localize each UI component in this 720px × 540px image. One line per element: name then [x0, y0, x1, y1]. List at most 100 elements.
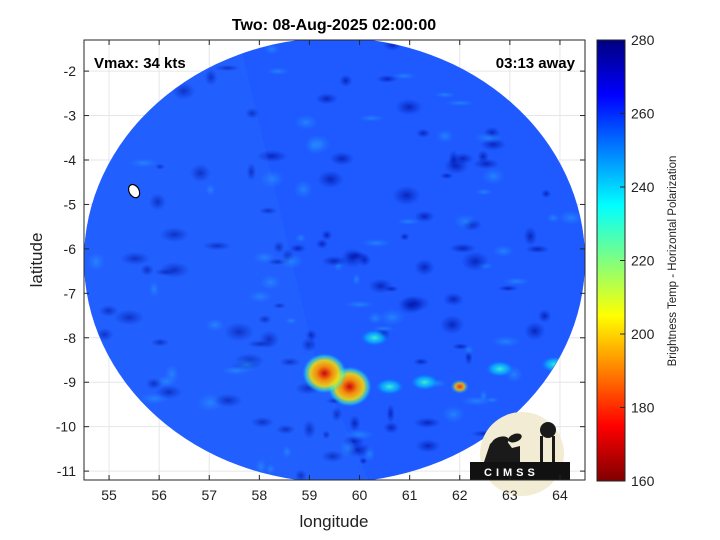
warm-texture — [295, 233, 307, 243]
cold-cloud-texture — [321, 229, 333, 241]
feature-outer-band — [485, 360, 514, 377]
cimss-logo: CIMSS — [470, 412, 570, 496]
swath-seam — [84, 40, 375, 480]
warm-texture — [453, 213, 478, 230]
colorbar-tick-label: 240 — [631, 179, 655, 195]
cold-cloud-texture — [294, 469, 307, 480]
cold-cloud-texture — [383, 421, 399, 434]
cold-cloud-texture — [150, 338, 170, 347]
colorbar-ticks: 160 180 200 220 240 260 280 — [620, 32, 655, 489]
warm-texture — [490, 335, 522, 348]
warm-texture — [391, 72, 417, 80]
warm-texture — [284, 317, 298, 325]
warm-texture — [248, 290, 273, 303]
warm-texture — [557, 210, 584, 226]
warm-texture — [343, 300, 376, 309]
warm-texture — [352, 273, 361, 286]
warm-texture — [265, 463, 276, 475]
warm-texture — [255, 458, 267, 475]
cold-cloud-texture — [321, 430, 331, 440]
feature-warm-core-secondary — [302, 353, 347, 394]
cold-cloud-texture — [321, 255, 347, 267]
warm-texture — [502, 277, 531, 286]
colorbar-tick-label: 220 — [631, 253, 655, 269]
cold-cloud-texture — [415, 439, 441, 453]
cold-cloud-texture — [159, 261, 190, 279]
feature-rainband — [375, 378, 404, 395]
warm-texture — [263, 43, 280, 55]
microwave-swath — [84, 40, 585, 480]
cold-cloud-texture — [525, 245, 550, 254]
cold-cloud-texture — [213, 393, 243, 408]
cold-cloud-texture — [259, 330, 280, 349]
cold-cloud-texture — [204, 68, 218, 86]
warm-texture — [128, 158, 159, 168]
warm-texture — [435, 129, 454, 144]
y-tick-label: -2 — [64, 63, 77, 79]
x-tick-label: 62 — [452, 487, 468, 503]
y-tick-label: -4 — [64, 152, 77, 168]
logo-text: CIMSS — [484, 467, 539, 479]
warm-texture — [282, 445, 292, 459]
warm-texture — [474, 188, 494, 196]
feature-west-land-spot — [127, 183, 141, 199]
warm-texture — [460, 396, 493, 406]
cold-cloud-texture — [315, 238, 329, 249]
cold-cloud-texture — [416, 128, 431, 138]
colorbar-tick-label: 180 — [631, 400, 655, 416]
colorbar-tick-label: 160 — [631, 473, 655, 489]
warm-texture — [358, 114, 385, 122]
cold-cloud-texture — [214, 64, 241, 72]
time-away-annotation: 03:13 away — [496, 55, 576, 72]
cold-cloud-texture — [155, 385, 183, 400]
cold-cloud-texture — [397, 296, 424, 315]
cold-cloud-texture — [223, 322, 255, 342]
cold-cloud-texture — [321, 450, 345, 463]
x-tick-label: 63 — [502, 487, 518, 503]
warm-texture — [378, 308, 406, 326]
y-tick-label: -3 — [64, 108, 77, 124]
cold-cloud-texture — [439, 172, 454, 180]
cold-cloud-texture — [302, 419, 317, 439]
warm-texture — [362, 445, 376, 462]
cold-cloud-texture — [461, 251, 490, 272]
cold-cloud-texture — [250, 416, 274, 428]
cold-cloud-texture — [448, 150, 459, 169]
cold-cloud-texture — [301, 337, 317, 353]
cold-cloud-texture — [317, 170, 344, 189]
warm-texture — [86, 251, 106, 272]
cold-cloud-texture — [273, 240, 285, 254]
cold-cloud-texture — [497, 285, 519, 292]
cold-cloud-texture — [399, 232, 410, 241]
cold-cloud-texture — [537, 309, 552, 323]
warm-texture — [481, 167, 506, 186]
warm-texture — [265, 67, 291, 76]
cold-cloud-texture — [256, 150, 288, 163]
vmax-annotation: Vmax: 34 kts — [94, 55, 186, 72]
cold-cloud-texture — [275, 424, 296, 435]
warm-texture — [492, 244, 515, 258]
cold-cloud-texture — [331, 406, 343, 422]
warm-texture — [396, 218, 421, 225]
y-axis-label: latitude — [27, 233, 46, 288]
cold-cloud-texture — [246, 162, 257, 181]
cold-cloud-texture — [289, 243, 307, 253]
warm-texture — [205, 183, 216, 196]
colorbar-tick-label: 200 — [631, 326, 655, 342]
x-axis-label: longitude — [299, 512, 368, 531]
warm-texture — [473, 132, 504, 144]
cold-cloud-texture — [443, 292, 464, 307]
warm-texture — [441, 405, 466, 424]
cold-cloud-texture — [348, 414, 361, 432]
cold-cloud-texture — [245, 107, 260, 119]
cold-cloud-texture — [159, 226, 190, 243]
warm-texture — [259, 274, 282, 290]
warm-texture — [339, 439, 357, 458]
warm-texture — [293, 114, 319, 131]
warm-texture — [148, 280, 160, 298]
cold-cloud-texture — [315, 93, 339, 105]
warm-texture — [304, 135, 324, 156]
y-tick-label: -5 — [64, 196, 77, 212]
y-tick-label: -9 — [64, 374, 77, 390]
